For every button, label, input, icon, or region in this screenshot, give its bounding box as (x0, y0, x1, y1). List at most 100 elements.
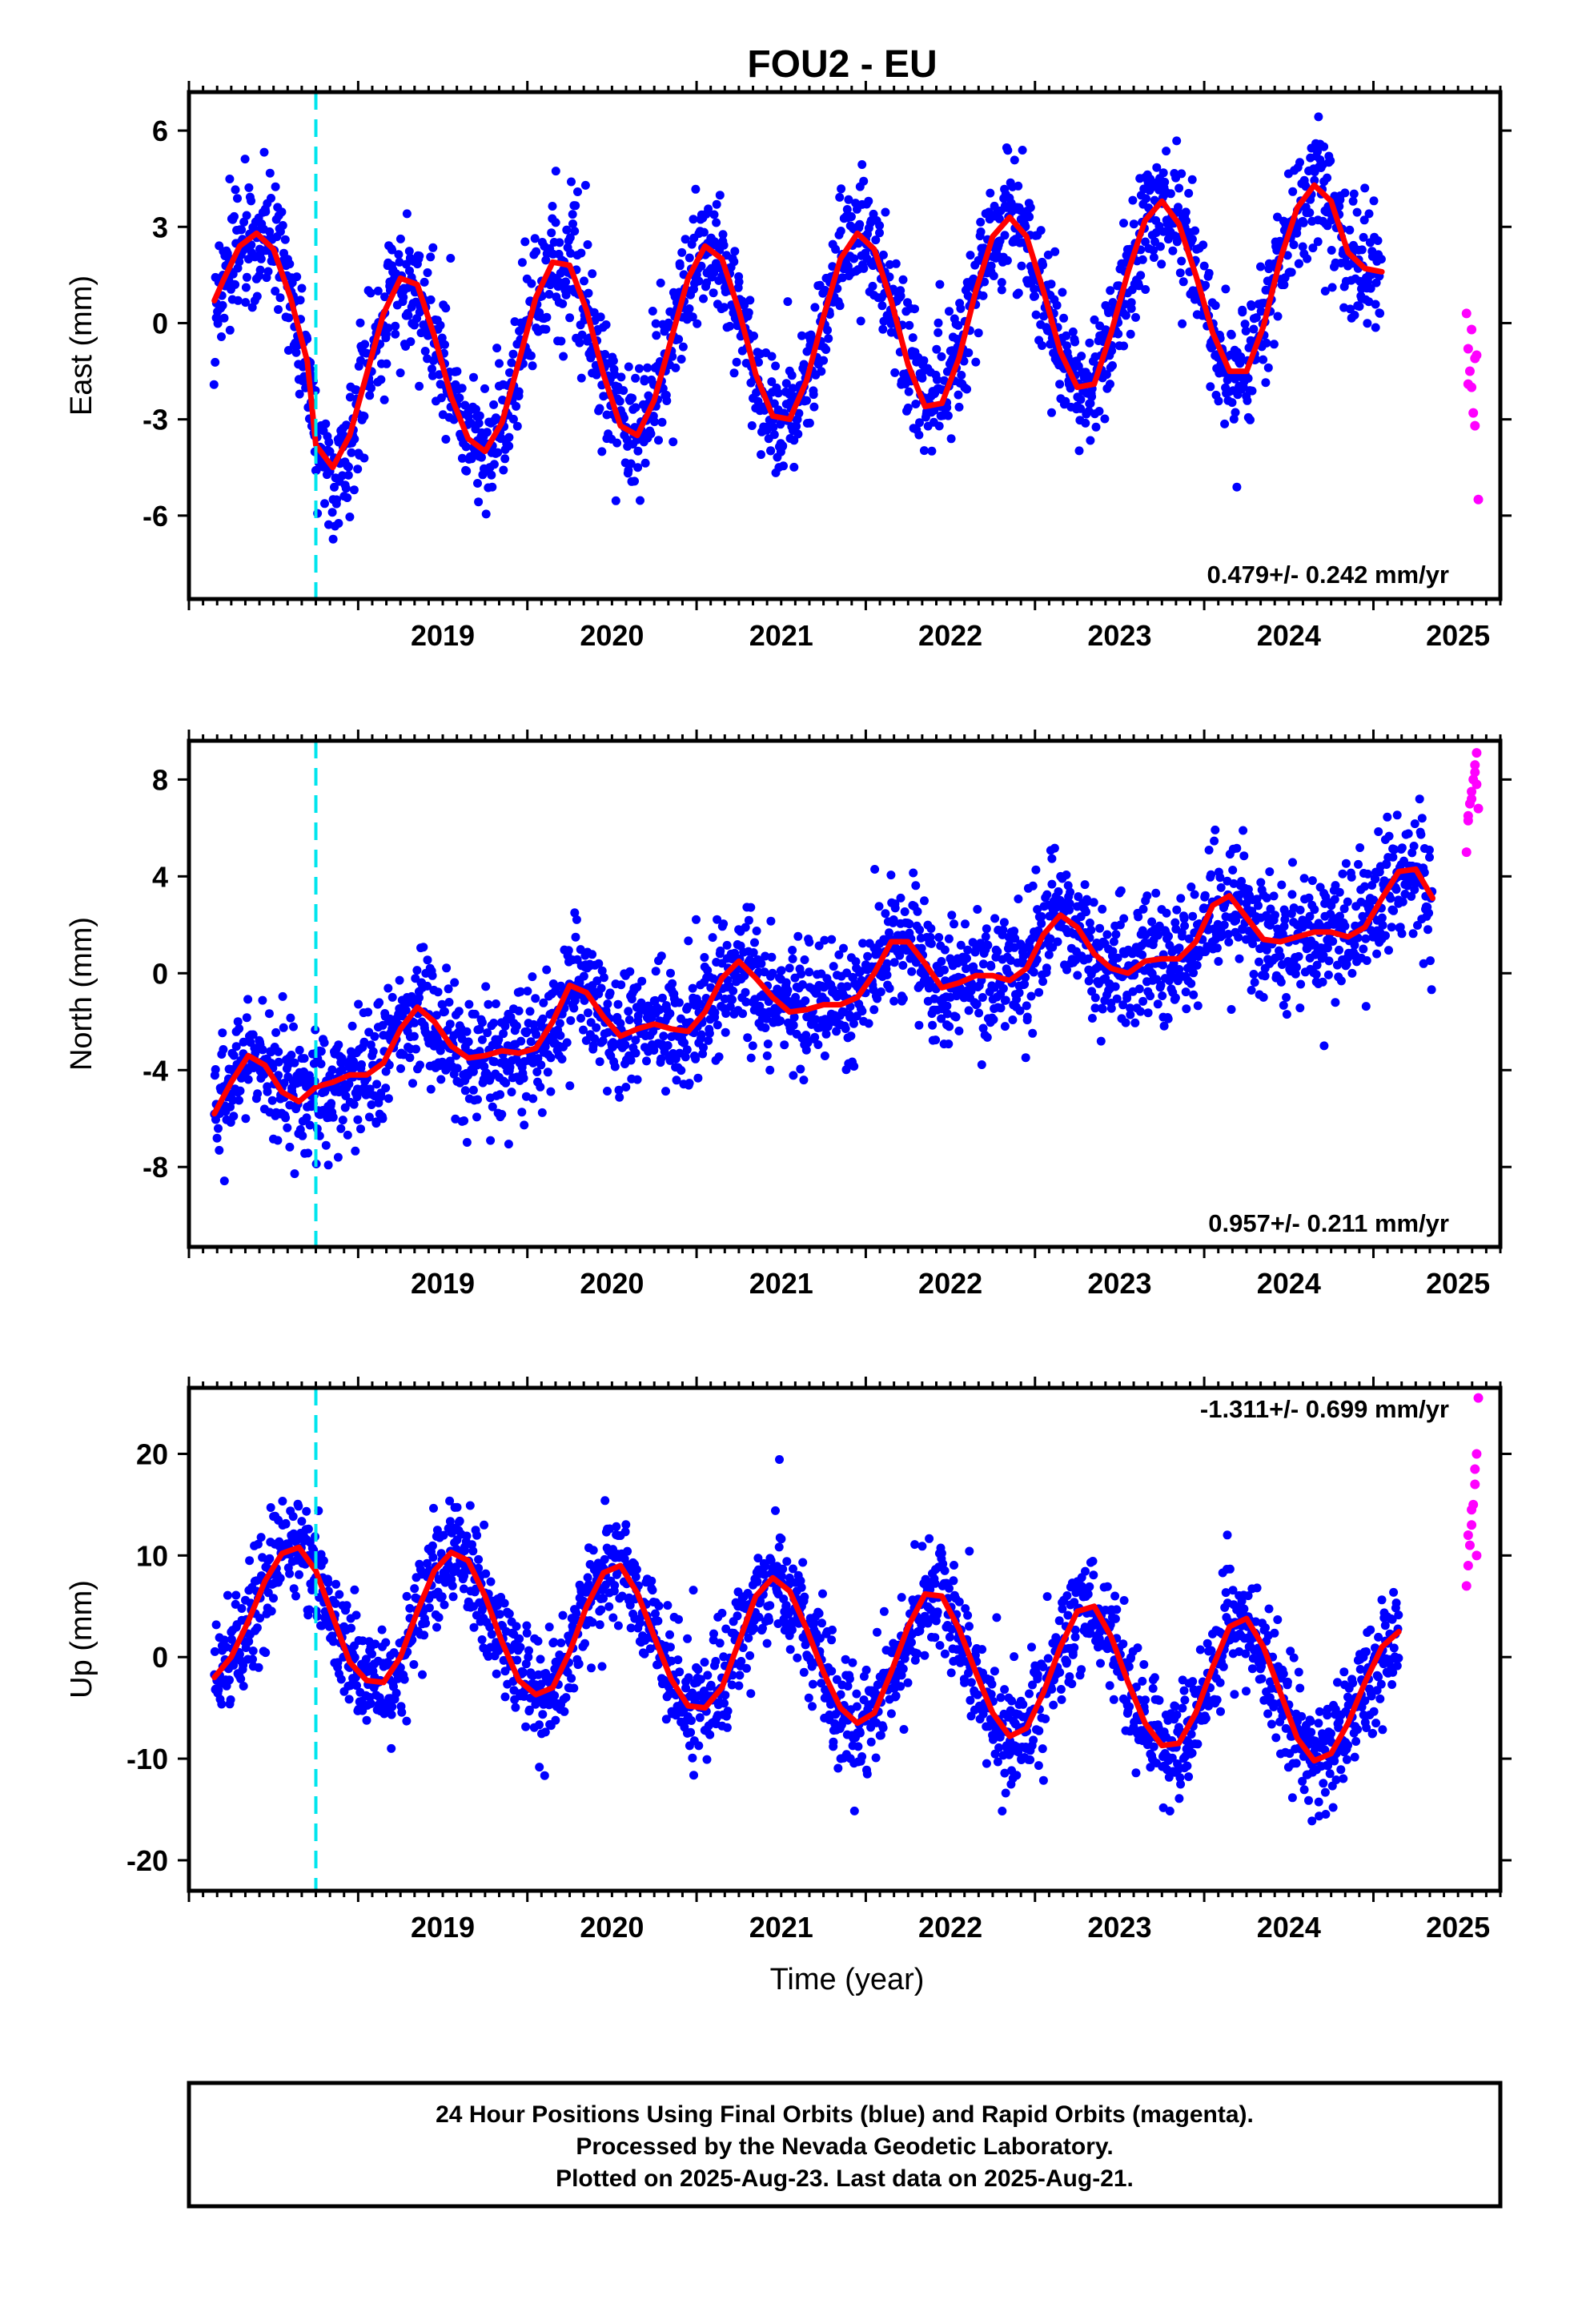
final-point (942, 367, 952, 376)
final-point (1177, 169, 1186, 179)
final-point (1238, 308, 1247, 317)
final-point (1247, 386, 1257, 396)
final-point (1199, 240, 1208, 250)
final-point (663, 1041, 673, 1050)
final-point (1249, 324, 1259, 334)
final-point (787, 371, 797, 380)
final-point (1427, 985, 1436, 995)
final-point (596, 983, 606, 993)
final-point (747, 421, 757, 430)
final-point (1229, 879, 1239, 888)
final-point (218, 300, 227, 310)
final-point (1397, 843, 1407, 853)
final-point (474, 419, 484, 428)
final-point (741, 997, 751, 1007)
final-point (258, 1045, 267, 1055)
final-point (1176, 894, 1186, 903)
final-point (343, 1130, 352, 1140)
final-point (1201, 280, 1211, 290)
final-point (480, 384, 489, 393)
final-point (372, 1080, 382, 1089)
final-point (387, 992, 397, 1002)
final-point (592, 1023, 601, 1032)
final-point (226, 1102, 235, 1112)
final-point (1239, 851, 1249, 861)
rapid-orbit-points (1461, 748, 1484, 858)
final-point (616, 980, 626, 990)
final-point (373, 286, 383, 296)
final-point (354, 999, 363, 1009)
final-point (875, 228, 884, 238)
final-point (1269, 891, 1279, 901)
final-point (940, 945, 950, 955)
final-point (998, 983, 1008, 993)
final-point (327, 1099, 336, 1108)
final-point (1243, 374, 1253, 383)
final-point (1174, 183, 1184, 193)
final-point (682, 1045, 692, 1055)
final-point (693, 1073, 703, 1083)
final-point (1138, 950, 1147, 959)
final-point (559, 352, 568, 361)
final-point (959, 356, 969, 366)
final-point (1130, 1018, 1140, 1027)
final-point (752, 927, 761, 935)
final-point (359, 1037, 369, 1047)
final-point (781, 379, 791, 388)
final-point (551, 218, 560, 227)
final-point (1036, 226, 1046, 235)
y-tick-label: 0 (152, 307, 168, 340)
final-point (580, 180, 590, 190)
final-point (624, 1015, 634, 1024)
final-point (882, 971, 892, 979)
final-point (714, 1052, 724, 1062)
final-point (391, 321, 400, 331)
final-point (1426, 956, 1435, 966)
final-point (404, 311, 413, 320)
final-point (341, 1092, 351, 1100)
final-point (541, 255, 551, 265)
final-point (729, 368, 739, 378)
final-point (217, 332, 226, 341)
final-point (668, 352, 677, 361)
final-point (351, 385, 361, 395)
final-point (1076, 395, 1086, 404)
final-point (321, 1140, 331, 1150)
final-point (1239, 826, 1248, 835)
final-point (1223, 930, 1233, 939)
rapid-point (1463, 344, 1473, 354)
final-point (576, 373, 586, 383)
final-point (823, 325, 832, 335)
final-point (1021, 1053, 1030, 1063)
final-point (487, 470, 496, 480)
final-point (851, 957, 861, 967)
final-point (1108, 947, 1118, 956)
final-point (520, 237, 530, 247)
final-point (903, 403, 913, 412)
final-point (1191, 226, 1200, 235)
final-point (1392, 810, 1402, 820)
final-point (810, 1032, 820, 1042)
final-point (231, 185, 240, 195)
final-point (356, 356, 365, 365)
final-point (1110, 982, 1120, 991)
final-point (721, 1009, 731, 1018)
final-point (470, 1009, 480, 1019)
final-point (1311, 970, 1321, 979)
final-point (691, 1054, 701, 1063)
final-point (1227, 1005, 1236, 1014)
final-point (415, 993, 424, 1003)
final-point (648, 307, 657, 316)
final-point (937, 1014, 946, 1023)
final-point (732, 357, 741, 367)
final-point (797, 969, 806, 979)
final-point (699, 227, 709, 237)
final-point (1331, 881, 1340, 891)
final-point (538, 1014, 548, 1023)
final-point (963, 945, 973, 955)
final-point (1188, 911, 1198, 921)
final-point (1262, 893, 1271, 903)
final-point (316, 1047, 326, 1056)
final-point (328, 534, 338, 544)
